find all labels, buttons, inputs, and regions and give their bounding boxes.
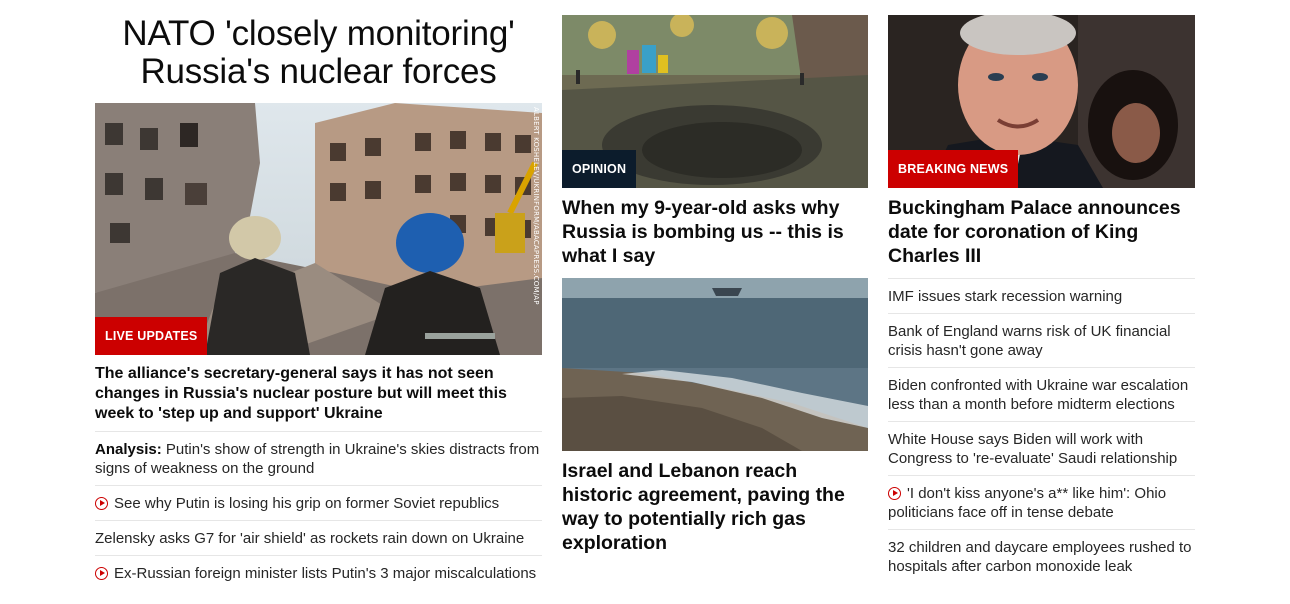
- lead-story-column: NATO 'closely monitoring' Russia's nucle…: [95, 0, 542, 590]
- lead-subheadline[interactable]: The alliance's secretary-general says it…: [95, 365, 507, 422]
- list-item-text: White House says Biden will work with Co…: [888, 431, 1178, 467]
- list-item-text: See why Putin is losing his grip on form…: [114, 495, 500, 512]
- live-updates-badge: LIVE UPDATES: [95, 317, 208, 355]
- play-circle-icon: [95, 497, 108, 510]
- coronation-image[interactable]: BREAKING NEWS: [888, 15, 1195, 188]
- list-item[interactable]: Bank of England warns risk of UK financi…: [888, 313, 1195, 367]
- lead-headline[interactable]: NATO 'closely monitoring' Russia's nucle…: [122, 14, 515, 91]
- list-item[interactable]: Zelensky asks G7 for 'air shield' as roc…: [95, 520, 542, 555]
- play-circle-icon: [95, 567, 108, 580]
- list-item-text: Ex-Russian foreign minister lists Putin'…: [114, 565, 537, 582]
- photo-credit: ALBERT KOSHELEV/UKRINFORM/ABACAPRESS.COM…: [532, 107, 540, 305]
- right-column: BREAKING NEWS Buckingham Palace announce…: [888, 15, 1195, 583]
- list-item[interactable]: 32 children and daycare employees rushed…: [888, 529, 1195, 583]
- opinion-badge: OPINION: [562, 150, 637, 188]
- list-item[interactable]: Ex-Russian foreign minister lists Putin'…: [95, 555, 542, 590]
- analysis-prefix: Analysis:: [95, 441, 162, 458]
- breaking-news-badge: BREAKING NEWS: [888, 150, 1019, 188]
- list-item-text: Zelensky asks G7 for 'air shield' as roc…: [95, 530, 525, 547]
- list-item-text: 32 children and daycare employees rushed…: [888, 539, 1192, 575]
- list-item[interactable]: White House says Biden will work with Co…: [888, 421, 1195, 475]
- israel-lebanon-title[interactable]: Israel and Lebanon reach historic agreem…: [562, 460, 845, 554]
- opinion-story-title[interactable]: When my 9-year-old asks why Russia is bo…: [562, 197, 844, 267]
- list-item[interactable]: See why Putin is losing his grip on form…: [95, 485, 542, 520]
- list-item[interactable]: 'I don't kiss anyone's a** like him': Oh…: [888, 475, 1195, 529]
- list-item[interactable]: Biden confronted with Ukraine war escala…: [888, 367, 1195, 421]
- right-headlines-list: IMF issues stark recession warning Bank …: [888, 278, 1195, 583]
- israel-lebanon-image[interactable]: [562, 278, 868, 451]
- play-circle-icon: [888, 487, 901, 500]
- list-item-text: Biden confronted with Ukraine war escala…: [888, 377, 1189, 413]
- list-item-text: IMF issues stark recession warning: [888, 288, 1123, 305]
- list-item-text: 'I don't kiss anyone's a** like him': Oh…: [888, 485, 1167, 521]
- coastline-photo: [562, 278, 868, 451]
- opinion-story-image[interactable]: OPINION: [562, 15, 868, 188]
- coronation-title[interactable]: Buckingham Palace announces date for cor…: [888, 197, 1181, 267]
- list-item-text: Putin's show of strength in Ukraine's sk…: [95, 441, 540, 477]
- lead-image[interactable]: ALBERT KOSHELEV/UKRINFORM/ABACAPRESS.COM…: [95, 103, 542, 355]
- crater-playground-photo: [562, 15, 868, 188]
- list-item-text: Bank of England warns risk of UK financi…: [888, 323, 1171, 359]
- destroyed-building-photo: [95, 103, 542, 355]
- list-item[interactable]: Analysis: Putin's show of strength in Uk…: [95, 431, 542, 485]
- lead-related-list: Analysis: Putin's show of strength in Uk…: [95, 431, 542, 590]
- list-item[interactable]: IMF issues stark recession warning: [888, 278, 1195, 313]
- middle-column: OPINION When my 9-year-old asks why Russ…: [562, 15, 868, 565]
